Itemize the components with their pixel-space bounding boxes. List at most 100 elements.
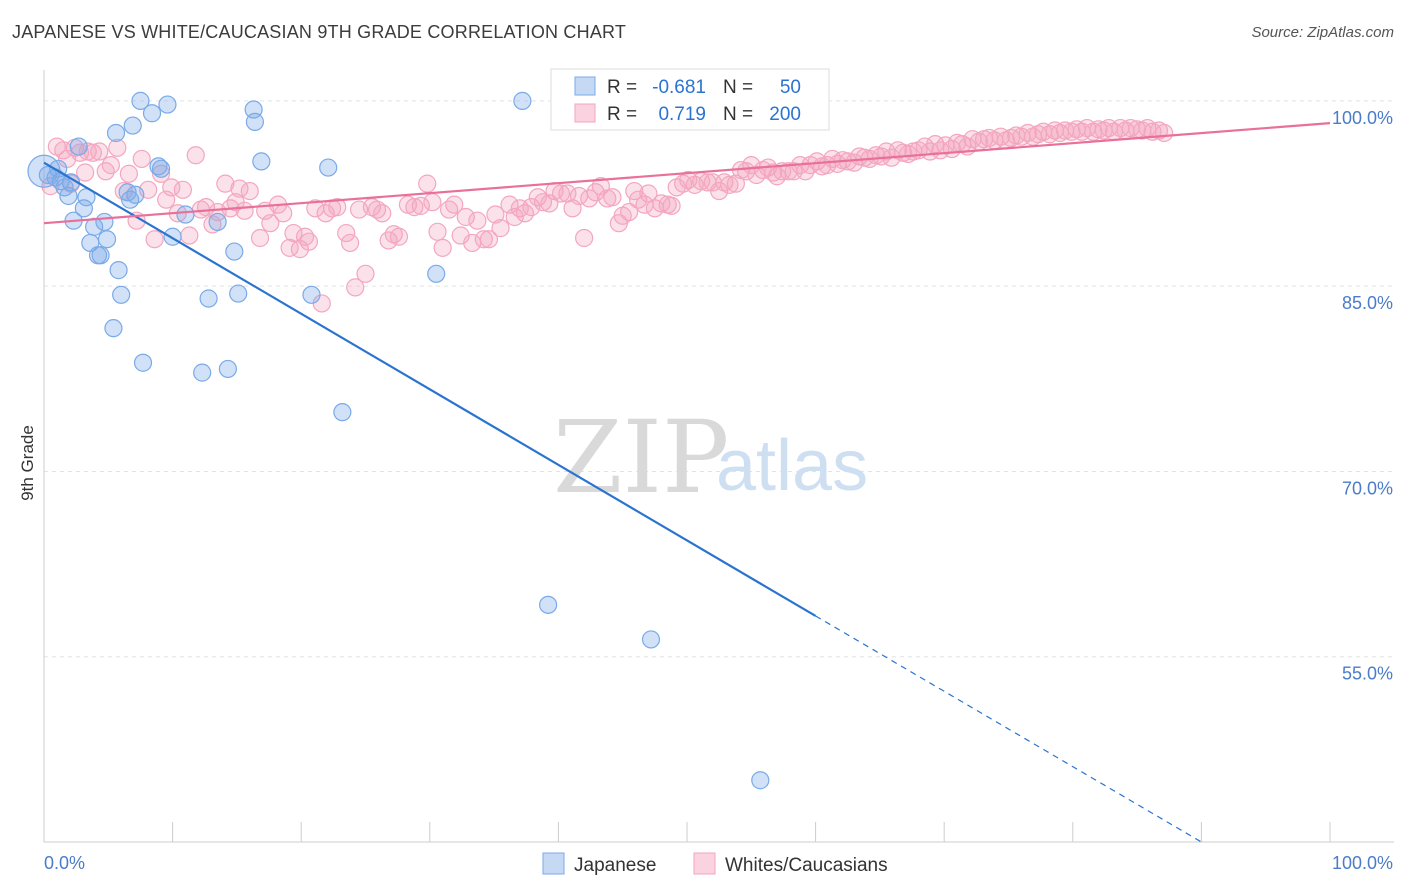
white-point-56 [356,264,375,283]
white-point-102 [625,181,644,201]
y-tick-label-0: 100.0% [1332,108,1393,128]
white-point-66 [418,174,437,193]
white-point-78 [486,205,505,224]
axes [43,70,1394,843]
legend-n-value-1: 50 [780,77,801,98]
white-point-67 [423,193,442,212]
white-point-89 [551,184,571,203]
white-point-13 [108,138,127,157]
legend-japanese-label: Japanese [574,855,656,876]
watermark: ZIP atlas [553,399,868,516]
white-point-22 [162,178,181,197]
japanese-point-40 [319,158,338,177]
white-point-52 [337,223,356,243]
correlation-legend: R = -0.681 N = 50 R = 0.719 N = 200 [550,68,830,131]
japanese-point-17 [109,261,128,280]
series-legend: Japanese Whites/Caucasians [542,852,888,876]
japanese-point-20 [123,116,142,135]
white-trend-line [43,122,1331,225]
japanese-point-14 [97,230,117,249]
white-point-36 [240,181,259,201]
white-point-71 [445,195,464,214]
japanese-points [27,91,770,790]
white-point-51 [328,198,347,217]
legend-n-label-2: N = [723,104,753,125]
y-tick-label-2: 70.0% [1342,478,1393,498]
japanese-point-31 [199,289,218,308]
japanese-point-23 [133,353,153,372]
white-point-128 [767,167,787,186]
white-point-26 [186,146,205,165]
legend-japanese-swatch [542,852,565,875]
white-point-15 [119,164,138,183]
japanese-point-15 [104,319,123,338]
white-point-86 [533,193,553,212]
japanese-point-26 [151,159,171,178]
y-axis-label: 9th Grade [18,425,37,501]
white-point-25 [180,226,199,245]
white-point-20 [151,164,171,183]
tick-labels: 100.0% 85.0% 70.0% 55.0% 0.0% 100.0% [44,108,1393,873]
white-point-93 [575,228,594,248]
white-point-69 [433,238,452,257]
white-point-199 [1155,123,1174,143]
japanese-cluster [27,154,61,188]
japanese-point-41 [333,403,352,422]
japanese-point-24 [142,104,162,123]
white-point-73 [456,207,475,227]
japanese-point-4 [59,186,78,206]
japanese-trend-line [43,161,817,617]
legend-box [550,68,830,131]
legend-swatch-white [574,103,596,123]
legend-r-label-1: R = [607,77,637,98]
y-tick-label-3: 55.0% [1342,664,1393,684]
white-point-84 [522,198,541,217]
japanese-point-29 [176,205,195,224]
white-point-109 [662,196,681,215]
white-point-24 [173,180,192,199]
white-point-81 [505,207,524,227]
watermark-zip: ZIP [553,399,729,516]
legend-r-value-1: -0.681 [652,77,706,98]
white-point-77 [479,230,499,249]
source-label: Source: ZipAtlas.com [1251,24,1394,41]
white-point-64 [405,198,424,217]
japanese-point-35 [229,284,248,303]
white-point-75 [468,211,487,230]
japanese-point-46 [751,771,770,790]
white-point-76 [474,230,493,249]
japanese-point-38 [252,152,271,171]
watermark-atlas: atlas [716,426,868,506]
white-point-31 [216,174,235,193]
japanese-point-27 [158,95,177,114]
japanese-point-19 [121,190,140,209]
white-point-54 [346,278,365,297]
japanese-point-42 [427,264,446,283]
japanese-point-43 [513,91,532,110]
white-point-17 [132,149,151,169]
white-point-59 [373,204,392,223]
legend-n-value-2: 200 [769,104,801,125]
legend-swatch-japanese [574,76,596,96]
white-point-39 [261,214,280,233]
japanese-point-22 [131,91,150,110]
japanese-point-39 [302,285,321,304]
legend-white-swatch [693,852,716,875]
white-point-62 [389,227,409,246]
japanese-trend-extension [815,615,1202,843]
japanese-point-37 [245,112,265,131]
white-point-82 [510,199,529,218]
white-point-7 [76,163,95,182]
white-point-53 [340,233,360,253]
white-point-119 [720,175,739,194]
white-point-117 [710,181,729,201]
japanese-point-45 [641,630,661,649]
white-point-6 [70,143,90,162]
japanese-point-12 [91,246,110,265]
x-tick-label-0: 0.0% [44,853,85,873]
trend-lines [43,122,1331,843]
x-tick-label-1: 100.0% [1332,853,1393,873]
whites-points [41,118,1174,313]
white-point-19 [145,230,164,249]
